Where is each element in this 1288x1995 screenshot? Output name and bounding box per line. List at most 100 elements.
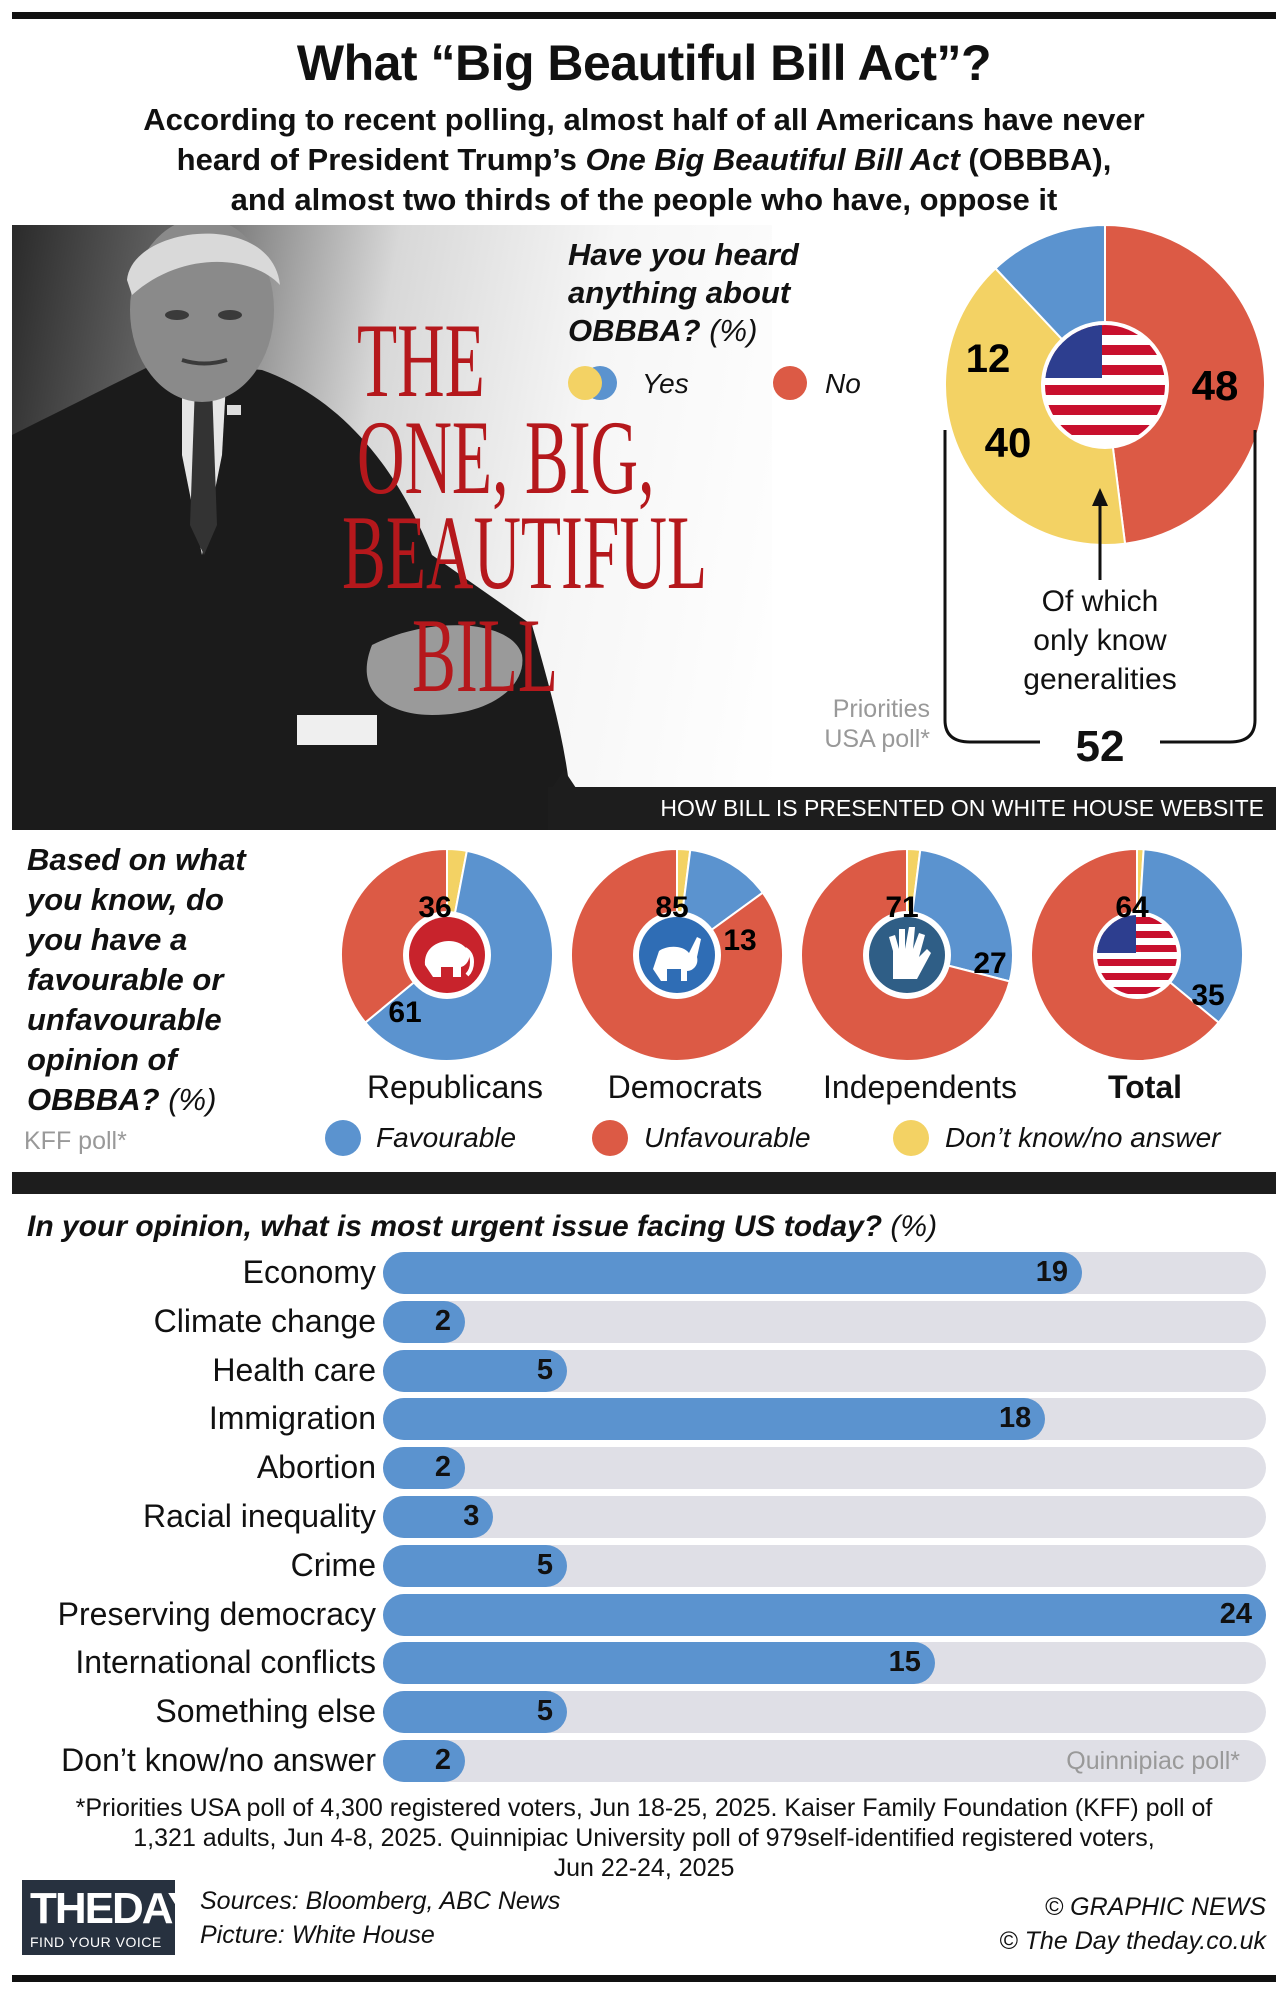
bar-racial-inequality — [383, 1496, 494, 1538]
bar-health-care — [383, 1349, 567, 1392]
heard-label-48: 48 — [1192, 362, 1239, 409]
legend-favourable-label: Favourable — [376, 1122, 517, 1153]
heard-question-line-3: OBBBA? (%) — [568, 312, 799, 350]
total-unfav-label: 64 — [1115, 891, 1149, 924]
us-flag-icon — [1041, 321, 1169, 449]
the-day-logo: THEDAY FIND YOUR VOICE — [22, 1880, 197, 1955]
fav-q-line-5: unfavourable — [27, 1002, 222, 1037]
urgent-question: In your opinion, what is most urgent iss… — [27, 1210, 937, 1244]
photo-banner: HOW BILL IS PRESENTED ON WHITE HOUSE WEB… — [548, 787, 1276, 830]
bar-international-conflicts — [383, 1642, 935, 1685]
subtitle-bill-name: One Big Beautiful Bill Act — [585, 142, 960, 177]
heard-annotation-line-2: only know — [1033, 624, 1167, 657]
bottom-rule — [12, 1975, 1276, 1982]
ind-fav-label: 27 — [973, 947, 1006, 980]
group-label-republicans: Republicans — [366, 1069, 544, 1105]
footnote-line-3: Jun 22-24, 2025 — [553, 1854, 735, 1882]
bill-title-line-4: BILL — [412, 597, 559, 714]
favourability-question: Based on what you know, do you have a fa… — [27, 840, 246, 1120]
bar-climate-change — [383, 1300, 465, 1343]
subtitle-line-3: and almost two thirds of the people who … — [230, 182, 1058, 217]
us-flag-icon-total — [1093, 911, 1181, 999]
fav-q-line-1: Based on what — [27, 842, 246, 877]
bar-track — [383, 1496, 1266, 1538]
footnote-line-2: 1,321 adults, Jun 4-8, 2025. Quinnipiac … — [133, 1824, 1155, 1852]
logo-tagline: FIND YOUR VOICE — [30, 1934, 162, 1950]
heard-annotation-line-1: Of which — [1041, 585, 1159, 618]
bar-preserving-democracy — [383, 1593, 1266, 1636]
fav-q-line-3: you have a — [27, 922, 188, 957]
bar-category-label: Something else — [155, 1693, 376, 1730]
heard-source: Priorities USA poll* — [780, 694, 930, 754]
section-divider — [12, 1172, 1276, 1194]
raised-hand-icon — [863, 911, 951, 999]
rep-unfav-label: 36 — [418, 891, 451, 924]
ind-unfav-label: 71 — [885, 891, 918, 924]
heard-question: Have you heard anything about OBBBA? (%) — [568, 236, 799, 350]
total-fav-label: 35 — [1191, 979, 1224, 1012]
legend-favourable-dot — [325, 1120, 361, 1156]
legend-dontknow-dot — [893, 1120, 929, 1156]
subtitle-line-2-pre: heard of President Trump’s — [176, 142, 586, 177]
bar-abortion — [383, 1447, 465, 1490]
bar-value: 2 — [434, 1744, 451, 1776]
urgent-question-unit: (%) — [890, 1210, 938, 1243]
bar-value: 5 — [536, 1548, 553, 1581]
heard-label-40: 40 — [985, 419, 1032, 466]
heard-pie-chart: 12 48 40 — [944, 223, 1266, 546]
heard-question-unit: (%) — [709, 313, 758, 348]
heard-question-line-1: Have you heard — [568, 237, 799, 272]
bar-category-label: Immigration — [208, 1400, 376, 1437]
bar-value: 5 — [536, 1353, 553, 1386]
heard-source-line-1: Priorities — [832, 695, 930, 723]
heard-annotation-line-3: generalities — [1023, 663, 1177, 696]
footnote: *Priorities USA poll of 4,300 registered… — [20, 1793, 1268, 1883]
trump-portrait — [12, 225, 572, 830]
logo-text: THEDAY — [30, 1884, 197, 1933]
subtitle: According to recent polling, almost half… — [40, 100, 1248, 220]
bar-don-t-know-no-answer — [383, 1740, 465, 1782]
footer-picture-line: Picture: White House — [200, 1921, 435, 1949]
footer-credits: © GRAPHIC NEWS © The Day theday.co.uk — [999, 1890, 1266, 1958]
legend-yes-label: Yes — [642, 368, 689, 399]
dem-unfav-label: 85 — [655, 891, 688, 924]
fav-slice-total-favourable — [1135, 848, 1244, 1024]
heard-bracket — [943, 430, 1257, 744]
heard-slice-no — [1104, 223, 1266, 545]
arrow-up-icon — [1092, 488, 1108, 506]
bar-value: 19 — [1035, 1256, 1069, 1288]
bar-something-else — [383, 1691, 567, 1734]
bill-title-line-3: BEAUTIFUL — [342, 494, 708, 611]
footer-credit-1: © GRAPHIC NEWS — [1044, 1893, 1266, 1921]
donkey-icon — [633, 911, 721, 999]
bar-category-label: International conflicts — [75, 1644, 376, 1681]
fav-q-line-6: opinion of — [27, 1042, 177, 1077]
bill-title-line-2: ONE, BIG, — [357, 399, 655, 516]
footer-credit-2: © The Day theday.co.uk — [999, 1927, 1266, 1955]
bar-track — [383, 1740, 1266, 1782]
bar-value: 2 — [434, 1304, 451, 1337]
bar-category-label: Health care — [212, 1351, 376, 1388]
bar-category-label: Crime — [290, 1546, 376, 1583]
elephant-icon — [403, 911, 491, 999]
bar-category-label: Economy — [242, 1254, 376, 1290]
urgent-question-text: In your opinion, what is most urgent iss… — [27, 1210, 883, 1243]
bar-value: 24 — [1219, 1597, 1252, 1630]
photo-panel: THE ONE, BIG, BEAUTIFUL BILL — [12, 225, 772, 830]
bar-economy — [383, 1252, 1083, 1294]
subtitle-line-1: According to recent polling, almost half… — [143, 102, 1145, 137]
footer-sources-line: Sources: Bloomberg, ABC News — [200, 1887, 561, 1915]
bar-category-label: Racial inequality — [142, 1498, 376, 1534]
legend-dontknow-label: Don’t know/no answer — [945, 1122, 1221, 1153]
bar-track — [383, 1447, 1266, 1490]
legend-unfavourable-label: Unfavourable — [644, 1122, 811, 1153]
bar-category-label: Don’t know/no answer — [61, 1742, 376, 1778]
banner-pointer-icon — [552, 770, 576, 788]
fav-q-line-7: OBBBA? (%) — [27, 1080, 246, 1120]
legend-no-dot — [773, 366, 807, 400]
group-label-total: Total — [1107, 1069, 1183, 1105]
heard-source-line-2: USA poll* — [824, 725, 930, 753]
page-title: What “Big Beautiful Bill Act”? — [296, 35, 992, 91]
top-rule — [12, 12, 1276, 19]
